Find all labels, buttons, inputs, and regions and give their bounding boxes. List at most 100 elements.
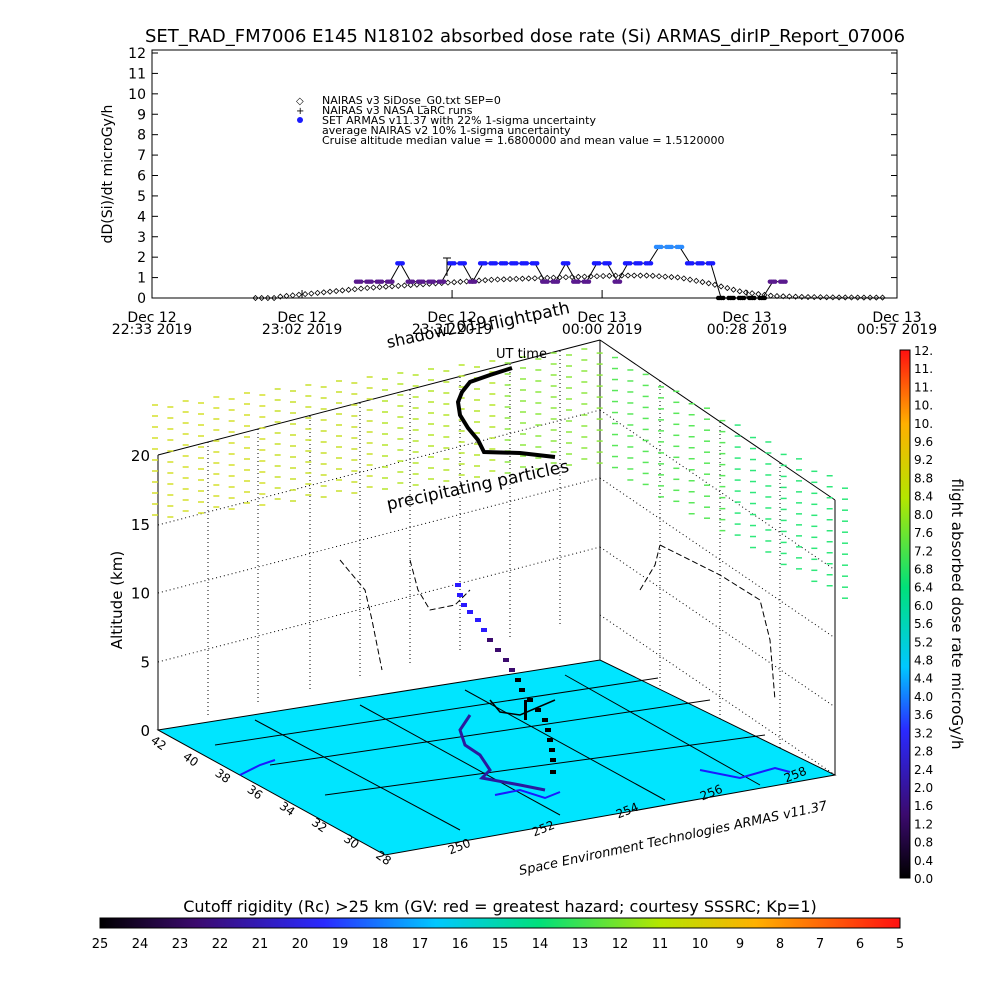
ytick-label: 7 [137, 148, 146, 164]
nairas-point [792, 293, 799, 300]
dose-colorbar-label: flight absorbed dose rate microGy/h [948, 478, 966, 749]
nairas-point [531, 275, 538, 282]
armas-point [669, 244, 674, 250]
dose-colorbar-tick: 6.4 [914, 581, 933, 595]
rigidity-colorbar-tick: 6 [856, 937, 864, 952]
legend-symbol: ◇ [296, 96, 304, 107]
rigidity-colorbar-tick: 25 [92, 937, 109, 952]
xtick-label-date: Dec 12 [277, 310, 326, 326]
legend-symbol: + [296, 106, 304, 117]
rigidity-colorbar-tick: 15 [492, 937, 509, 952]
xtick-label-time: 00:28 2019 [707, 322, 787, 338]
armas-point [390, 279, 395, 284]
flightpath-3d-plot: Altitude (km) 0 5 10 15 20 [108, 298, 848, 879]
annotation-ut-time: UT time [496, 347, 547, 362]
dose-colorbar-tick: 10. [914, 399, 933, 413]
nairas-point [457, 278, 464, 285]
flight-profile-point [527, 698, 533, 702]
nairas-point [680, 275, 687, 282]
altitude-tick-label: 15 [131, 516, 150, 534]
precipitating-particle-cloud [152, 348, 848, 599]
nairas-point [370, 284, 377, 291]
nairas-point [302, 291, 309, 298]
armas-point [617, 279, 623, 284]
ytick-label: 8 [137, 128, 146, 144]
ytick-label: 12 [128, 46, 146, 62]
nairas-point [637, 272, 644, 279]
xtick-label-date: Dec 12 [427, 310, 476, 326]
armas-line [358, 246, 784, 299]
xtick-label-time: 23:31 2019 [412, 322, 492, 338]
nairas-point [749, 290, 756, 297]
nairas-point [773, 293, 781, 300]
armas-point [493, 261, 499, 266]
dose-colorbar-tick: 6.0 [914, 599, 933, 613]
legend-text: NAIRAS v3 NASA LaRC runs [322, 104, 473, 117]
nairas-point [879, 294, 886, 301]
flight-profile-point [475, 618, 481, 622]
armas-point [648, 261, 654, 266]
dose-colorbar-tick: 4.8 [914, 654, 933, 668]
armas-point [721, 295, 726, 301]
rigidity-colorbar-tick: 14 [532, 937, 549, 952]
nairas-point [587, 273, 594, 280]
nairas-point [569, 273, 576, 281]
xtick-label-date: Dec 13 [872, 310, 921, 326]
ytick-label: 0 [137, 291, 146, 307]
dose-colorbar-tick: 8.8 [914, 471, 933, 485]
nairas-point [351, 286, 358, 293]
nairas-point [631, 272, 638, 279]
rigidity-colorbar-tick: 7 [816, 937, 824, 952]
nairas-point [401, 282, 408, 289]
rigidity-colorbar-tick: 22 [212, 937, 229, 952]
nairas-point [500, 276, 507, 283]
armas-point [410, 279, 416, 284]
nairas-point [798, 293, 805, 300]
xtick-label-time: 22:33 2019 [112, 322, 192, 338]
legend-text: NAIRAS v3 SiDose_G0.txt SEP=0 [322, 94, 501, 107]
nairas-point [674, 274, 681, 281]
rigidity-colorbar-title: Cutoff rigidity (Rc) >25 km (GV: red = g… [183, 897, 817, 916]
dose-colorbar-ticks: 0.0 0.4 0.8 1.2 1.6 2.0 2.4 2.8 3.2 3.6 4.0 4.4 4.8 5… [914, 344, 933, 886]
ytick-label: 11 [128, 66, 146, 82]
nairas-point [519, 275, 526, 282]
nairas-point [320, 289, 327, 296]
nairas-point [277, 293, 284, 300]
nairas-point [482, 277, 489, 284]
xtick-label-date: Dec 13 [577, 310, 626, 326]
nairas-point [451, 279, 458, 286]
ytick-label: 9 [137, 107, 146, 123]
surface-plane [156, 659, 837, 856]
armas-point [472, 279, 478, 284]
nairas-point [550, 274, 557, 281]
ground-track-line [489, 699, 556, 716]
armas-point [483, 261, 488, 266]
nairas-point [742, 289, 749, 296]
flight-profile-point [495, 648, 501, 652]
flight-profile-point [467, 610, 473, 614]
armas-point [628, 261, 633, 266]
nairas-point [488, 276, 495, 283]
armas-point [504, 261, 509, 266]
altitude-tick-label: 5 [140, 653, 150, 671]
armas-point [566, 261, 571, 266]
nairas-point [848, 294, 855, 301]
dose-colorbar-tick: 7.2 [914, 544, 933, 558]
flightpath-top [455, 366, 556, 459]
flight-track-shadow [458, 714, 546, 792]
nairas-point [333, 287, 340, 295]
altitude-tick-label: 20 [131, 447, 150, 465]
dose-colorbar-tick: 8.4 [914, 490, 933, 504]
armas-point [690, 261, 695, 266]
flight-profile-point [503, 658, 509, 662]
flight-profile-point [481, 628, 487, 632]
legend-symbol [297, 117, 303, 123]
nairas-point [357, 285, 365, 292]
nairas-point [506, 276, 514, 283]
ytick-label: 1 [137, 271, 146, 287]
nairas-point [649, 272, 656, 279]
nairas-point [364, 284, 371, 292]
armas-point [586, 279, 592, 284]
nairas-point [835, 294, 843, 301]
